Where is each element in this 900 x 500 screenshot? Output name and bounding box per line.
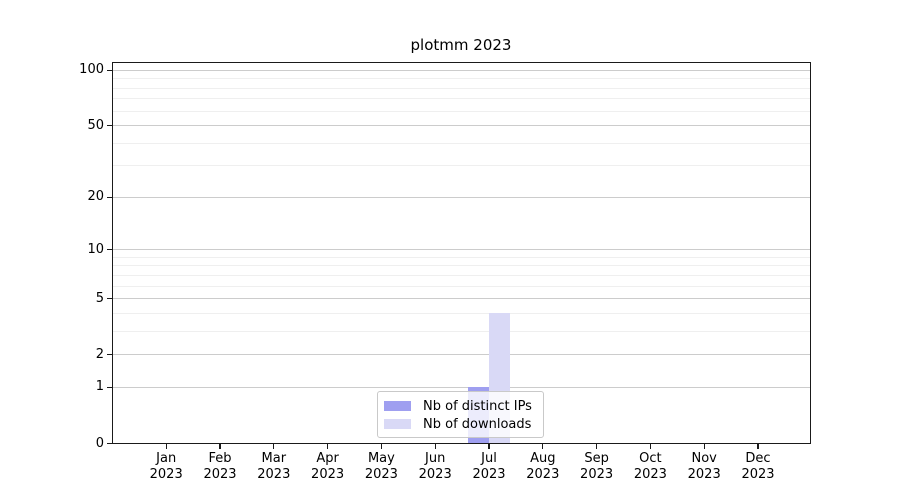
y-minor-gridline [113,110,810,112]
y-tick-mark [107,386,113,389]
x-tick-mark [595,444,598,449]
x-tick-label-feb: Feb 2023 [203,451,237,482]
y-tick-mark [107,196,113,199]
x-tick-mark [273,444,275,449]
x-tick-mark [380,444,383,449]
x-tick-mark [219,444,221,449]
y-minor-gridline [113,265,810,267]
x-tick-label-aug: Aug 2023 [526,451,560,482]
y-tick-mark [107,298,113,300]
y-tick-mark [107,125,113,127]
y-major-gridline [113,298,810,300]
chart-title: plotmm 2023 [410,36,512,54]
legend: Nb of distinct IPs Nb of downloads [377,391,544,438]
x-tick-label-apr: Apr 2023 [311,451,345,482]
x-tick-label-dec: Dec 2023 [741,451,775,482]
x-tick-label-jun: Jun 2023 [418,451,452,482]
x-tick-mark [165,444,167,449]
x-tick-label-jul: Jul 2023 [472,451,506,482]
x-tick-mark [326,444,329,449]
y-minor-gridline [113,256,810,258]
legend-item-distinct-ips: Nb of distinct IPs [384,398,536,414]
x-tick-mark [757,444,759,449]
y-tick-mark [107,354,113,356]
x-tick-label-sep: Sep 2023 [580,451,614,482]
x-tick-mark [542,444,544,449]
x-tick-label-oct: Oct 2023 [633,451,667,482]
x-tick-mark [488,444,490,449]
y-tick-label: 5 [95,290,104,306]
legend-swatch-downloads [384,419,411,429]
y-minor-gridline [113,274,810,276]
x-tick-label-jan: Jan 2023 [149,451,183,482]
y-major-gridline [113,354,810,356]
legend-label-downloads: Nb of downloads [423,416,532,432]
y-major-gridline [113,386,810,388]
y-minor-gridline [113,98,810,100]
y-tick-label: 100 [79,62,104,78]
y-tick-label: 20 [87,189,104,205]
y-tick-label: 2 [95,346,104,362]
y-tick-label: 1 [95,379,104,395]
y-tick-label: 10 [87,241,104,257]
y-minor-gridline [113,165,810,167]
y-minor-gridline [113,78,810,80]
legend-label-distinct-ips: Nb of distinct IPs [423,398,532,414]
y-tick-mark [107,442,113,445]
y-major-gridline [113,249,810,251]
y-major-gridline [113,69,810,71]
y-tick-label: 0 [95,435,104,451]
y-minor-gridline [113,285,810,287]
y-major-gridline [113,196,810,198]
x-tick-label-nov: Nov 2023 [687,451,721,482]
legend-swatch-distinct-ips [384,401,411,411]
x-tick-mark [434,444,436,449]
y-minor-gridline [113,312,810,314]
y-tick-mark [107,69,113,72]
y-minor-gridline [113,330,810,332]
x-tick-label-mar: Mar 2023 [257,451,291,482]
x-tick-mark [649,444,652,449]
y-tick-mark [107,249,113,251]
y-tick-label: 50 [87,117,104,133]
x-tick-label-may: May 2023 [364,451,398,482]
x-tick-mark [703,444,705,449]
y-minor-gridline [113,142,810,144]
legend-item-downloads: Nb of downloads [384,416,536,432]
y-major-gridline [113,125,810,127]
y-minor-gridline [113,87,810,89]
